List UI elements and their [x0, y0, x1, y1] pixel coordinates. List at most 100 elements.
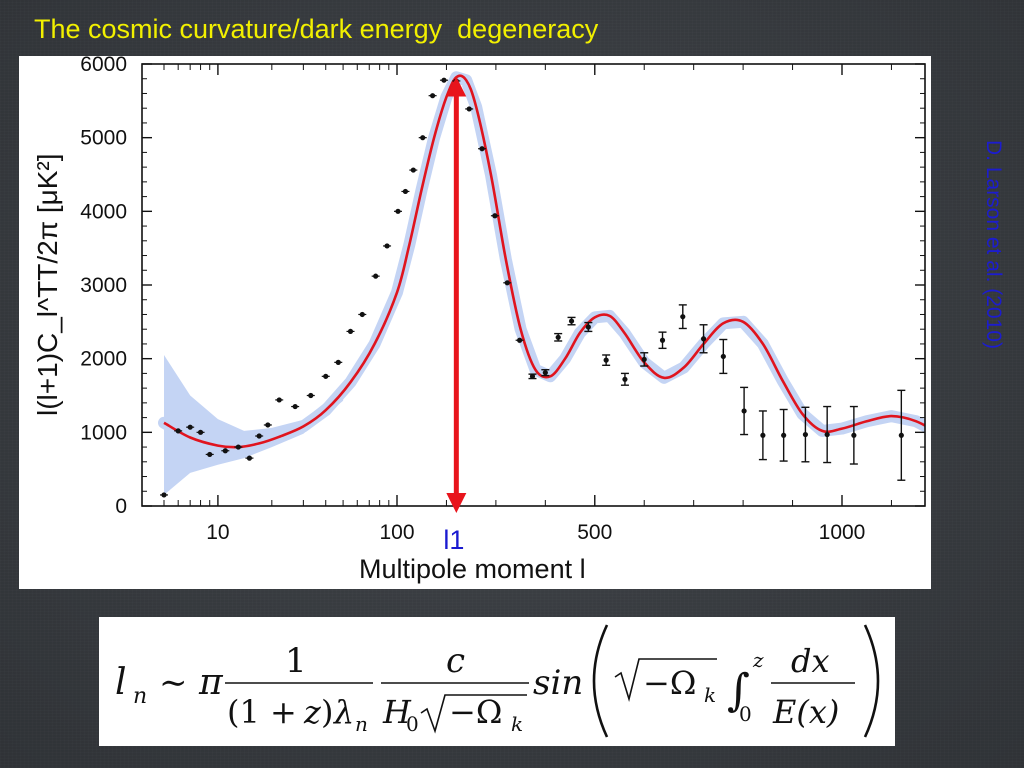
marker [276, 397, 282, 403]
marker [555, 334, 561, 340]
marker [453, 78, 459, 84]
marker [720, 353, 726, 360]
formula-frac1-den-lambda: λ [332, 693, 354, 731]
marker [781, 432, 787, 438]
formula-sqrt [614, 658, 717, 702]
marker [568, 318, 575, 324]
marker [603, 357, 609, 363]
marker [335, 359, 341, 365]
marker [175, 428, 181, 434]
data-point [849, 405, 858, 465]
data-point [801, 406, 810, 463]
citation: D. Larson et al. (2010) [982, 140, 1005, 349]
formula-frac2-sqrt [420, 694, 527, 734]
marker [384, 243, 390, 249]
arrow-label: l1 [443, 525, 464, 555]
data-point [221, 448, 230, 454]
marker [207, 451, 213, 458]
formula-frac2-num: c [446, 641, 465, 681]
formula-frac1-den-z: z [303, 693, 322, 731]
formula-int-upper: z [752, 648, 764, 672]
data-point [541, 369, 550, 377]
marker [359, 311, 365, 318]
y-tick-label: 5000 [80, 127, 127, 150]
marker [292, 403, 298, 410]
formula-frac2-den-omega: −Ω [449, 693, 502, 731]
marker [741, 408, 747, 414]
data-point [174, 428, 183, 434]
data-point [245, 455, 254, 461]
data-point [699, 324, 708, 354]
marker [246, 455, 253, 461]
marker [824, 431, 830, 438]
data-point [205, 451, 214, 458]
marker [235, 444, 241, 450]
data-point [528, 373, 537, 380]
x-axis-title: Multipole moment l [359, 554, 586, 584]
marker [373, 273, 379, 279]
y-tick-label: 4000 [80, 200, 127, 223]
data-point [409, 167, 418, 173]
marker [256, 433, 262, 439]
formula-right-paren [863, 624, 880, 738]
data-point [779, 408, 788, 462]
y-tick-label: 6000 [80, 56, 127, 76]
formula-omega: −Ω [643, 664, 696, 702]
data-points-layer [160, 77, 906, 498]
data-point [383, 243, 392, 249]
formula-int-lower: 0 [739, 702, 752, 726]
data-point [371, 273, 380, 279]
marker [441, 77, 447, 83]
formula-frac3-num: dx [791, 642, 830, 680]
formula-frac1-den-b: ) [321, 693, 333, 731]
y-tick-label: 3000 [80, 274, 127, 297]
marker [187, 424, 193, 430]
data-point [602, 354, 611, 366]
data-point [740, 386, 749, 436]
marker [197, 429, 204, 435]
formula-integral: ∫ [727, 665, 750, 716]
formula-sin: sin [533, 663, 583, 703]
formula-frac1-den-lambda-sub: n [355, 712, 368, 736]
marker [161, 492, 167, 498]
marker [466, 106, 472, 112]
x-tick-label: 100 [379, 521, 414, 544]
marker [347, 328, 354, 335]
data-point [584, 321, 593, 333]
data-point [275, 397, 284, 403]
marker [420, 135, 426, 141]
data-point [823, 405, 832, 464]
marker [410, 167, 416, 173]
formula-pi: π [198, 662, 224, 703]
formula-lhs: l [115, 662, 127, 703]
marker [851, 432, 857, 438]
marker [492, 213, 498, 219]
marker [760, 432, 766, 438]
chart-canvas: 0 1000 2000 3000 4000 5000 6000 10 100 500 1000 l(… [32, 56, 926, 584]
data-point [196, 429, 205, 435]
cosmic-variance-band [164, 355, 344, 495]
marker [395, 208, 401, 214]
formula-frac1-num: 1 [285, 641, 307, 681]
data-point [465, 106, 474, 112]
data-point [263, 422, 272, 428]
marker [504, 280, 510, 286]
x-tick-label: 10 [206, 521, 229, 544]
data-point [234, 444, 243, 450]
formula-frac1-den-a: (1 + [227, 693, 297, 731]
marker [529, 373, 536, 379]
marker [802, 431, 809, 438]
x-tick-label: 500 [577, 521, 612, 544]
data-point [393, 208, 402, 214]
data-point [358, 311, 367, 318]
data-point [186, 424, 195, 430]
marker [585, 324, 591, 330]
marker [517, 337, 523, 343]
marker [222, 448, 228, 454]
data-point [758, 410, 767, 461]
data-point [620, 372, 629, 386]
data-point [719, 338, 728, 375]
marker [323, 373, 329, 379]
formula-lhs-sub: n [133, 684, 147, 709]
data-point [439, 77, 448, 83]
